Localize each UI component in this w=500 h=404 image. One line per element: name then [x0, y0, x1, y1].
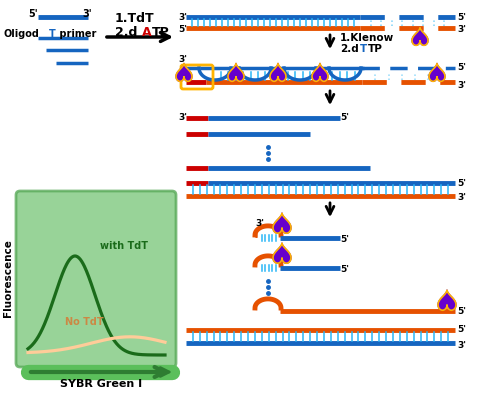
Text: 5': 5': [457, 63, 466, 72]
Text: 3': 3': [457, 25, 466, 34]
Text: A: A: [142, 27, 152, 40]
Text: 1.TdT: 1.TdT: [115, 11, 154, 25]
Text: 2.d: 2.d: [340, 44, 359, 54]
Text: 3': 3': [178, 13, 187, 21]
Text: 3': 3': [457, 194, 466, 202]
Text: 2.d: 2.d: [115, 27, 138, 40]
Text: 3': 3': [178, 114, 187, 122]
FancyBboxPatch shape: [16, 191, 176, 367]
Text: 3': 3': [457, 82, 466, 90]
Text: 5': 5': [340, 236, 349, 244]
Polygon shape: [312, 63, 328, 81]
Polygon shape: [270, 63, 286, 81]
Text: TP: TP: [368, 44, 383, 54]
Polygon shape: [412, 27, 428, 45]
Text: 5': 5': [457, 326, 466, 335]
Polygon shape: [273, 243, 291, 263]
Text: 3': 3': [178, 55, 187, 65]
Text: T: T: [360, 44, 367, 54]
Polygon shape: [429, 63, 445, 81]
Polygon shape: [176, 63, 192, 81]
Text: 3': 3': [255, 219, 264, 227]
Text: No TdT: No TdT: [65, 317, 104, 327]
Text: 5': 5': [457, 179, 466, 187]
Text: 5': 5': [28, 9, 38, 19]
Text: SYBR Green I: SYBR Green I: [60, 379, 142, 389]
Text: with TdT: with TdT: [100, 241, 148, 251]
Text: 3': 3': [457, 341, 466, 349]
Text: Oligod: Oligod: [4, 29, 40, 39]
Text: 5': 5': [178, 25, 187, 34]
Polygon shape: [273, 213, 291, 233]
Text: primer: primer: [56, 29, 96, 39]
Polygon shape: [438, 290, 456, 310]
Text: 3': 3': [82, 9, 92, 19]
Text: 5': 5': [340, 265, 349, 274]
Text: 5': 5': [340, 114, 349, 122]
Polygon shape: [228, 63, 244, 81]
Text: 5': 5': [457, 307, 466, 316]
Text: 1.Klenow: 1.Klenow: [340, 33, 394, 43]
Text: T: T: [49, 29, 56, 39]
Text: Fluorescence: Fluorescence: [3, 239, 13, 317]
Text: TP: TP: [152, 27, 170, 40]
Text: 5': 5': [457, 13, 466, 21]
